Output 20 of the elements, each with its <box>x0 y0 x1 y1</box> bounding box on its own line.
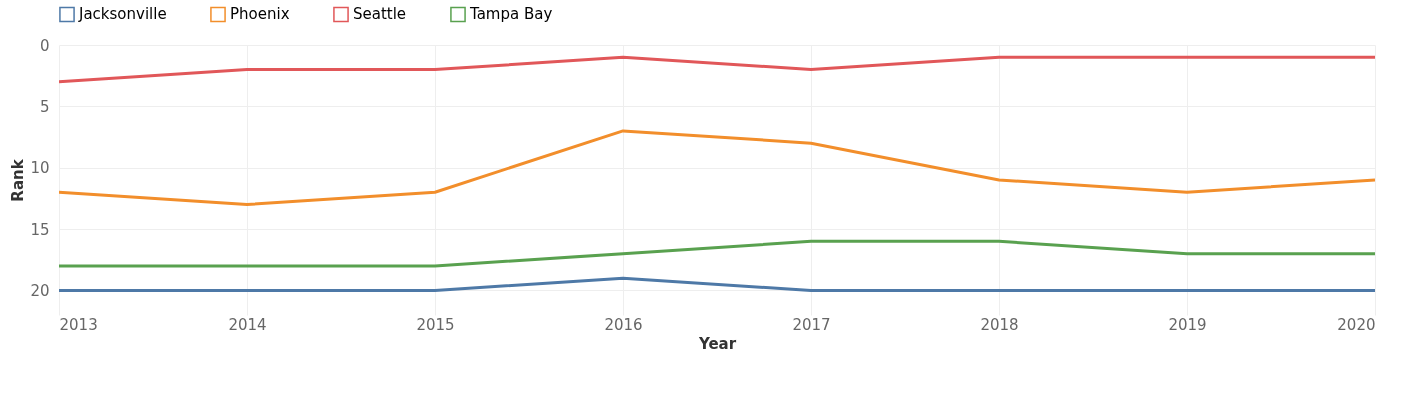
legend-label: Phoenix <box>230 5 290 24</box>
legend-label: Tampa Bay <box>469 5 553 24</box>
y-tick-label: 10 <box>30 159 50 178</box>
line-series <box>59 129 1375 207</box>
x-tick-label: 2020 <box>1337 315 1376 334</box>
y-tick-label: 15 <box>30 220 50 239</box>
x-tick-label: 2014 <box>228 315 267 334</box>
x-tick-label: 2019 <box>1168 315 1207 334</box>
x-tick-label: 2018 <box>980 315 1019 334</box>
y-tick-label: 5 <box>39 97 50 116</box>
y-tick-label: 0 <box>39 36 50 55</box>
legend-label: Seattle <box>353 5 407 24</box>
y-axis-title: Rank <box>9 158 28 202</box>
y-tick-label: 20 <box>30 281 50 300</box>
x-axis-title: Year <box>697 334 737 353</box>
x-tick-label: 2017 <box>792 315 831 334</box>
x-tick-label: 2016 <box>604 315 643 334</box>
legend-label: Jacksonville <box>78 5 167 24</box>
x-tick-label: 2015 <box>416 315 455 334</box>
x-tick-label: 2013 <box>59 315 98 334</box>
